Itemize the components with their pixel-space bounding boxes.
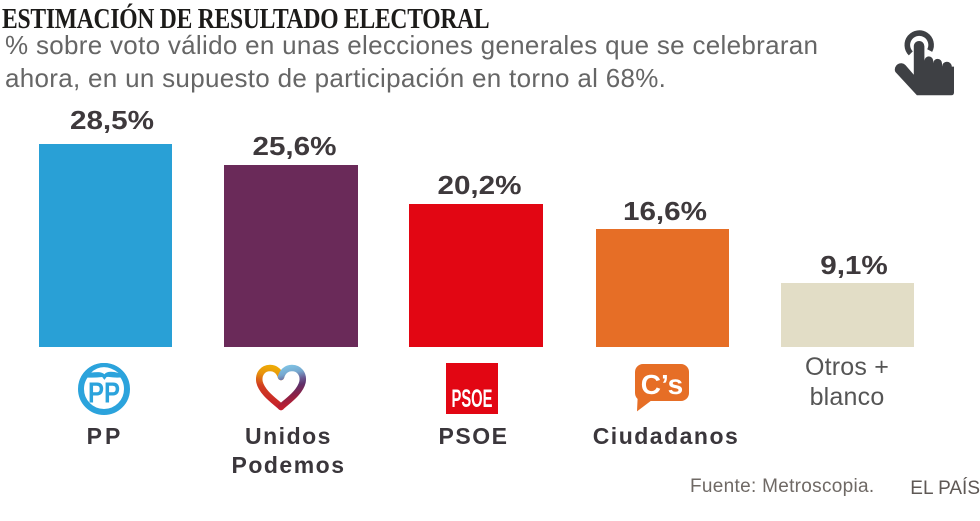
svg-text:C’s: C’s bbox=[641, 369, 684, 400]
svg-text:PSOE: PSOE bbox=[452, 385, 493, 413]
svg-text:PP: PP bbox=[88, 378, 120, 410]
